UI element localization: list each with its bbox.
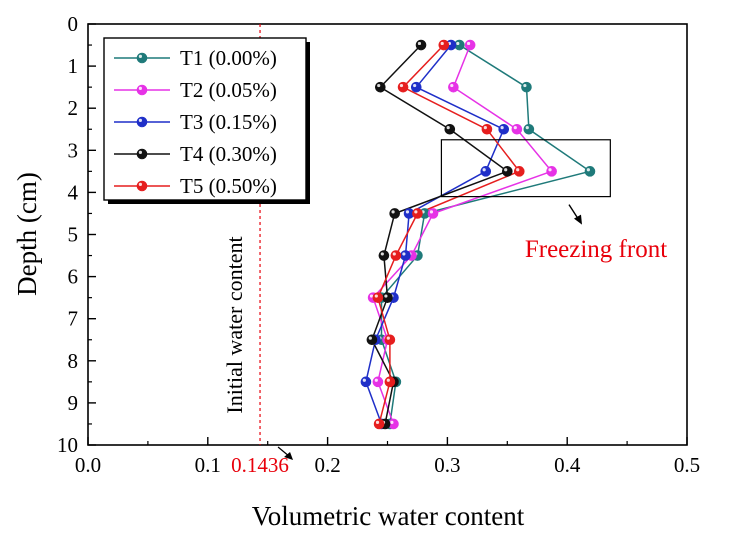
y-tick-label: 0 [68,12,79,36]
data-point [378,250,390,261]
x-tick-label: 0.1 [195,453,221,477]
data-point [375,81,386,93]
data-point [501,166,513,177]
freezing-front-label: Freezing front [525,236,667,263]
freezing-front-arrow-shaft [568,204,579,219]
x-axis-ticks: 0.0 0.1 0.2 0.3 0.4 0.5 [75,437,700,477]
x-tick-label: 0.5 [674,453,700,477]
series-lines [365,44,592,425]
legend-label: T3 (0.15%) [180,110,277,134]
y-tick-label: 1 [68,54,79,78]
data-point [372,292,384,303]
data-point [481,123,493,135]
y-tick-label: 7 [68,307,79,331]
data-point [438,39,450,51]
y-axis-ticks: 0 1 2 3 4 5 6 7 8 9 10 [57,12,96,457]
data-point [464,39,476,51]
freezing-front-box [440,139,611,198]
data-point [513,166,525,177]
data-point [397,81,409,93]
reference-line-label: Initial water content [222,236,247,413]
reference-line-group: Initial water content 0.1436 [222,24,294,477]
legend-label: T4 (0.30%) [180,142,277,166]
series-line-5 [377,44,521,425]
data-point [546,166,557,177]
annotation-group: Freezing front [440,139,667,263]
reference-value-label: 0.1436 [231,453,289,477]
data-point [444,123,456,135]
y-axis-title: Depth (cm) [12,172,42,296]
legend-marker [136,116,148,128]
data-point [382,292,393,303]
data-point [521,81,532,93]
data-point [523,123,535,135]
legend: T1 (0.00%) T2 (0.05%) T3 (0.15%) T4 (0.30%)… [103,37,310,204]
x-tick-label: 0.4 [554,453,581,477]
legend-items: T1 (0.00%) T2 (0.05%) T3 (0.15%) T4 (0.30%)… [114,46,277,198]
y-tick-label: 3 [68,138,79,162]
data-point [584,166,596,177]
legend-marker [136,180,148,192]
x-tick-label: 0.3 [434,453,460,477]
y-tick-label: 4 [68,180,79,204]
data-point [373,418,385,430]
data-point [403,208,415,219]
data-point [415,39,427,51]
legend-label: T5 (0.50%) [180,174,277,198]
y-tick-label: 8 [68,349,79,373]
data-point [388,418,399,430]
data-point [412,208,423,219]
series-line-1 [380,44,592,425]
y-tick-label: 5 [68,223,79,247]
data-point [372,376,384,388]
y-tick-label: 6 [68,265,79,289]
data-point [389,208,400,219]
data-point [480,166,492,177]
data-point [390,250,402,261]
legend-marker [136,148,148,160]
data-point [511,123,523,135]
data-point [427,208,439,219]
data-point [384,334,396,346]
data-point [498,123,510,135]
y-tick-label: 10 [57,433,78,457]
data-point [400,250,411,261]
data-point [384,376,396,388]
y-tick-label: 2 [68,96,79,120]
legend-marker [136,52,148,64]
data-point [360,376,372,388]
x-tick-label: 0.0 [75,453,101,477]
series-line-4 [371,44,509,425]
y-tick-label: 9 [68,391,79,415]
data-point [366,334,378,346]
x-tick-label: 0.2 [314,453,340,477]
data-point [448,81,459,93]
legend-marker [136,84,148,96]
reference-arrow-head [284,452,294,460]
legend-label: T1 (0.00%) [180,46,277,70]
freezing-front-arrow-head [574,214,582,225]
x-axis-title: Volumetric water content [252,501,525,531]
legend-label: T2 (0.05%) [180,78,277,102]
series-markers [360,39,596,430]
data-point [410,81,422,93]
